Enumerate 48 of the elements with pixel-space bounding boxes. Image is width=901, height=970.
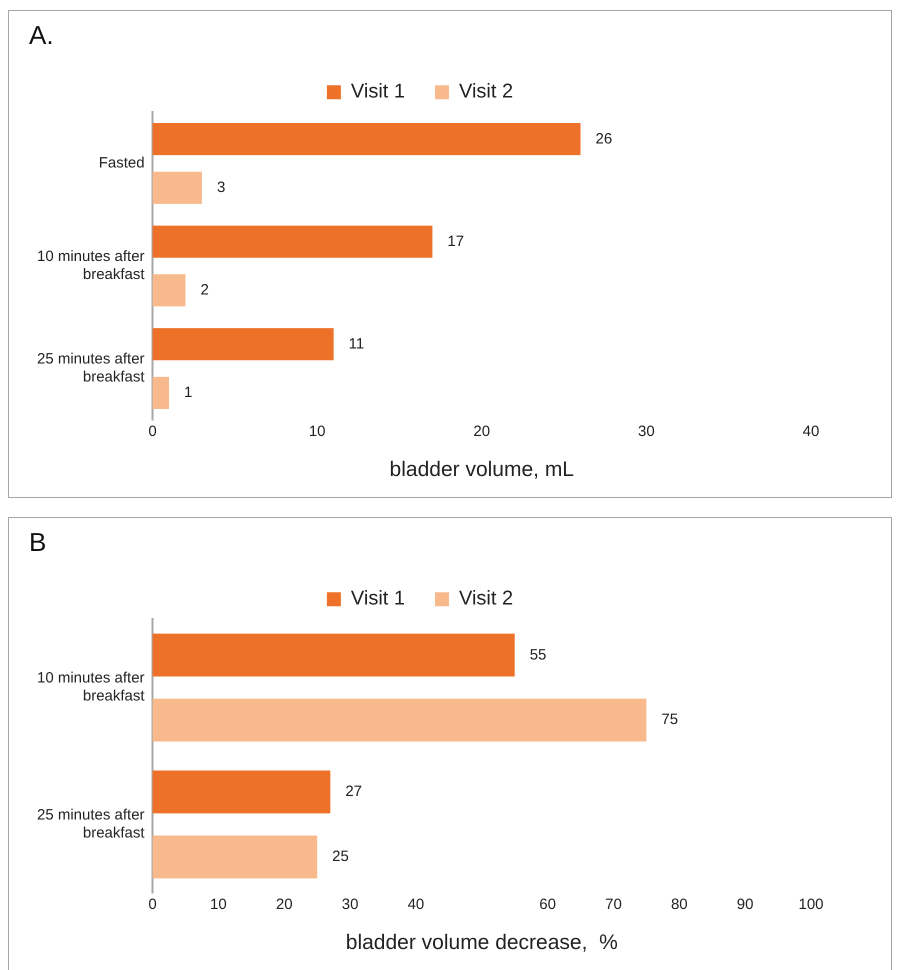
x-tick-label: 30: [342, 896, 358, 913]
bar: [152, 835, 318, 878]
x-tick-label: 80: [670, 896, 688, 913]
x-tick-label: 40: [802, 422, 820, 440]
x-tick-label: 70: [605, 896, 622, 913]
bar: [152, 770, 330, 814]
bar: [152, 328, 334, 360]
x-tick-label: 0: [148, 422, 157, 440]
y-tick-label: Fasted: [98, 154, 145, 172]
data-label: 55: [530, 646, 546, 664]
x-axis-title: bladder volume, mL: [390, 458, 574, 482]
legend-label: Visit 2: [459, 80, 514, 103]
x-tick-label: 90: [736, 896, 754, 913]
y-tick-label: 10 minutes after breakfast: [36, 670, 146, 705]
bar: [152, 274, 186, 306]
x-tick-label: 10: [308, 422, 326, 440]
data-label: 2: [200, 281, 209, 298]
y-tick-label: 25 minutes after breakfast: [36, 350, 146, 386]
data-label: 75: [661, 711, 678, 728]
x-tick-label: 20: [473, 422, 490, 440]
x-tick-label: 0: [148, 896, 157, 913]
legend-label: Visit 2: [459, 588, 514, 610]
chart-title: A.: [29, 20, 54, 50]
data-label: 17: [447, 232, 464, 250]
bar: [152, 123, 581, 156]
bar: [152, 376, 170, 409]
x-tick-label: 40: [408, 896, 424, 913]
bar: [152, 172, 202, 204]
x-axis-title: bladder volume decrease, %: [346, 931, 618, 954]
data-label: 1: [184, 384, 192, 402]
x-tick-label: 60: [539, 896, 556, 913]
bar: [152, 226, 432, 258]
chart-title: B: [29, 526, 46, 557]
data-label: 25: [332, 848, 349, 866]
y-tick-label: 10 minutes after breakfast: [36, 248, 146, 284]
x-tick-label: 20: [276, 896, 293, 913]
x-tick-label: 30: [638, 422, 655, 440]
x-tick-label: 10: [210, 896, 227, 913]
data-label: 27: [345, 783, 362, 800]
bar: [152, 698, 646, 742]
data-label: 26: [596, 130, 612, 148]
legend-label: Visit 1: [350, 588, 406, 610]
data-label: 3: [216, 178, 226, 196]
y-tick-label: 25 minutes after breakfast: [36, 806, 146, 842]
bar: [152, 634, 515, 677]
x-tick-label: 100: [798, 896, 824, 913]
data-label: 11: [348, 335, 364, 352]
legend-label: Visit 1: [350, 80, 406, 103]
